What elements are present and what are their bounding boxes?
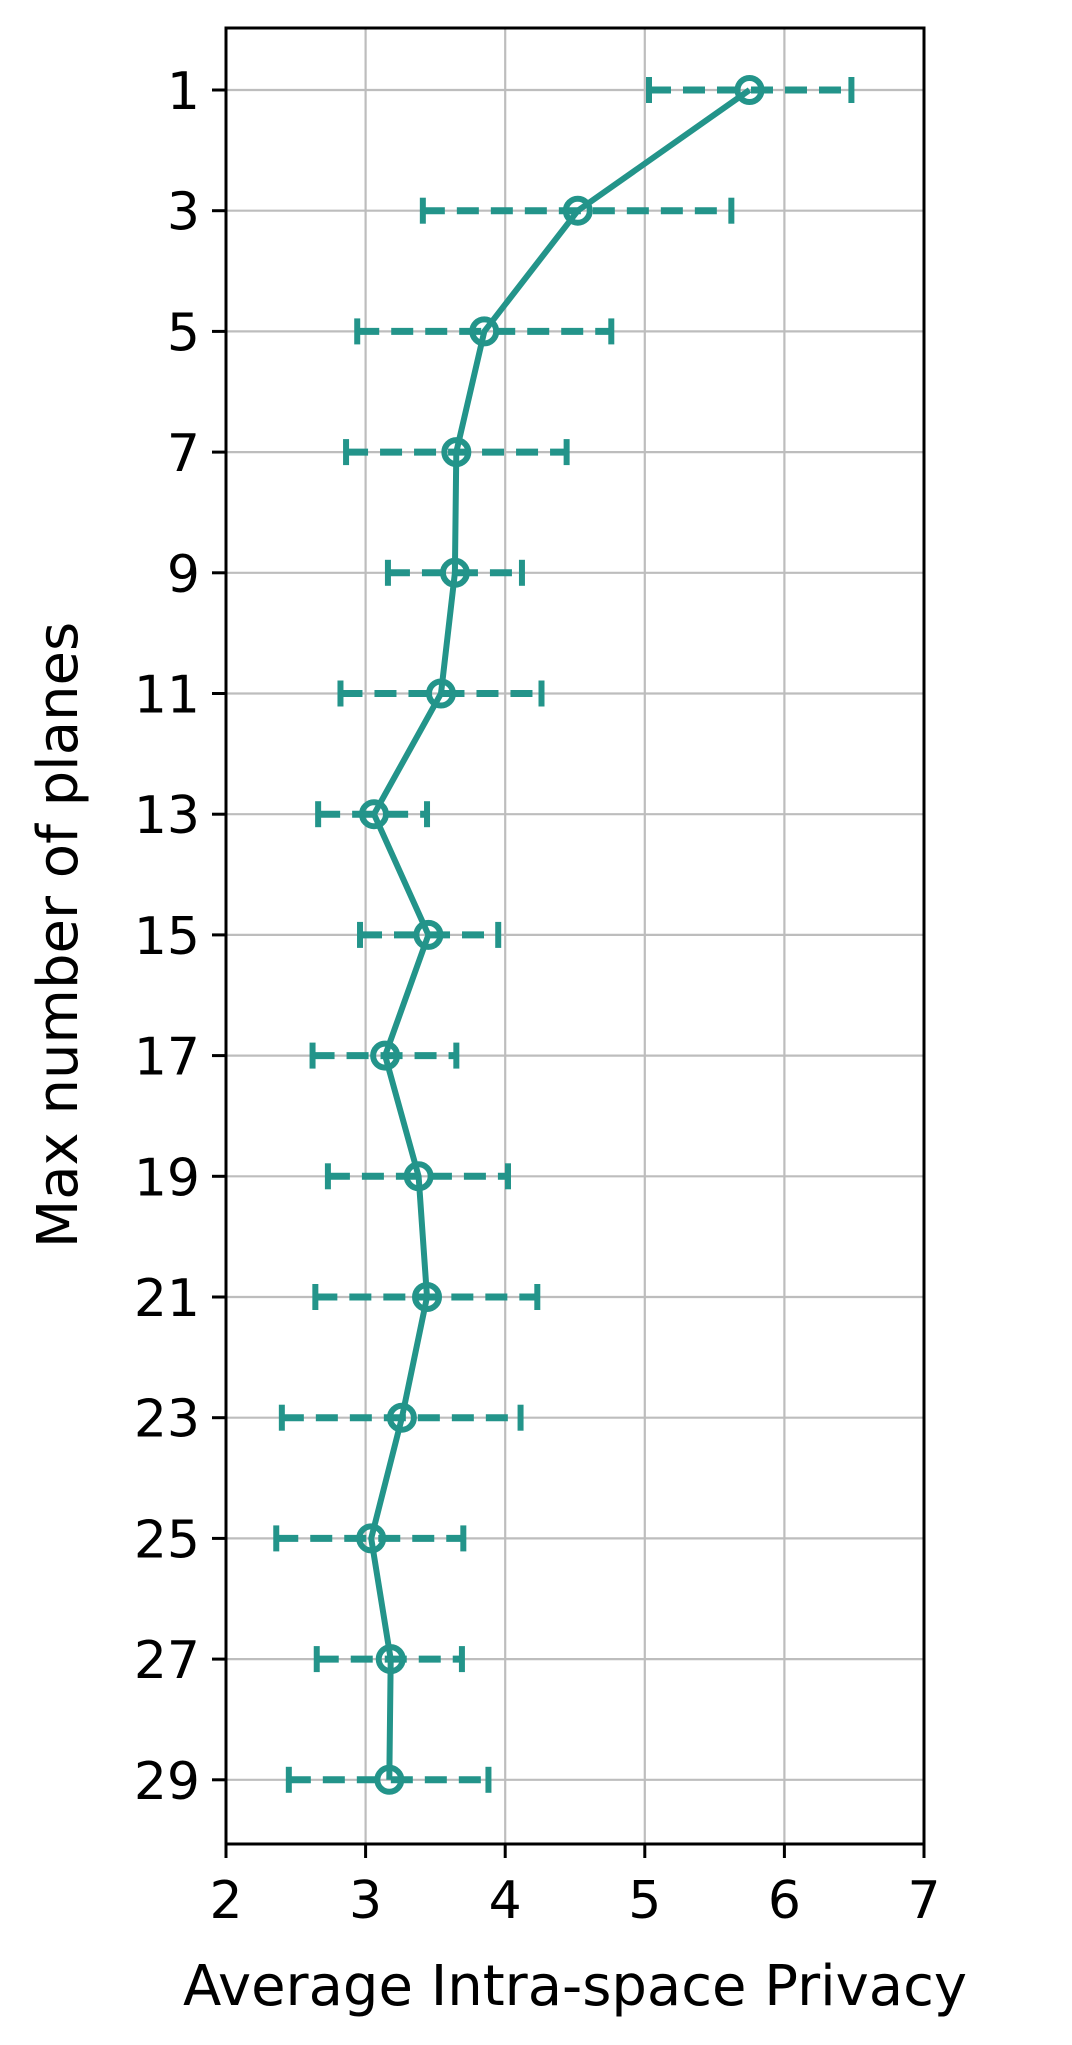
data-point [412, 1282, 443, 1312]
y-tick-label: 21 [134, 1269, 200, 1329]
y-tick-label: 9 [167, 545, 200, 605]
x-tick-label: 3 [349, 1871, 382, 1931]
y-tick-label: 5 [167, 303, 200, 363]
y-tick-label: 23 [134, 1390, 200, 1450]
data-point [403, 1161, 434, 1192]
y-tick-label: 1 [167, 62, 200, 122]
y-tick-label: 15 [134, 907, 200, 967]
y-tick-label: 25 [134, 1510, 200, 1570]
x-axis-title: Average Intra-space Privacy [183, 1954, 967, 2019]
x-tick-label: 4 [489, 1871, 522, 1931]
data-point [374, 1764, 405, 1795]
series-line [368, 87, 752, 1780]
data-point [562, 195, 593, 226]
data-point [370, 1040, 401, 1071]
y-tick-label: 11 [134, 666, 200, 726]
y-tick-label: 3 [167, 183, 200, 243]
x-tick-label: 6 [768, 1871, 801, 1931]
y-tick-label: 19 [134, 1148, 200, 1208]
x-tick-label: 5 [628, 1871, 661, 1931]
y-axis-title: Max number of planes [26, 622, 91, 1248]
x-tick-label: 2 [209, 1871, 242, 1931]
grid-lines [224, 28, 926, 1844]
data-point [356, 1523, 387, 1554]
x-tick-label: 7 [907, 1871, 940, 1931]
data-point [441, 437, 472, 468]
data-point [375, 1644, 406, 1675]
y-tick-label: 27 [134, 1631, 200, 1691]
y-tick-label: 7 [167, 424, 200, 484]
y-tick-label: 13 [134, 786, 200, 846]
series-line-layer [368, 87, 752, 1780]
data-point [734, 75, 765, 105]
data-point [425, 678, 456, 709]
data-point [469, 316, 500, 347]
y-tick-label: 17 [134, 1028, 200, 1088]
data-point [439, 557, 470, 588]
y-tick-label: 29 [134, 1752, 200, 1812]
data-point [413, 919, 444, 950]
data-points [356, 75, 765, 1795]
data-point [386, 1402, 417, 1433]
data-point [358, 799, 389, 830]
